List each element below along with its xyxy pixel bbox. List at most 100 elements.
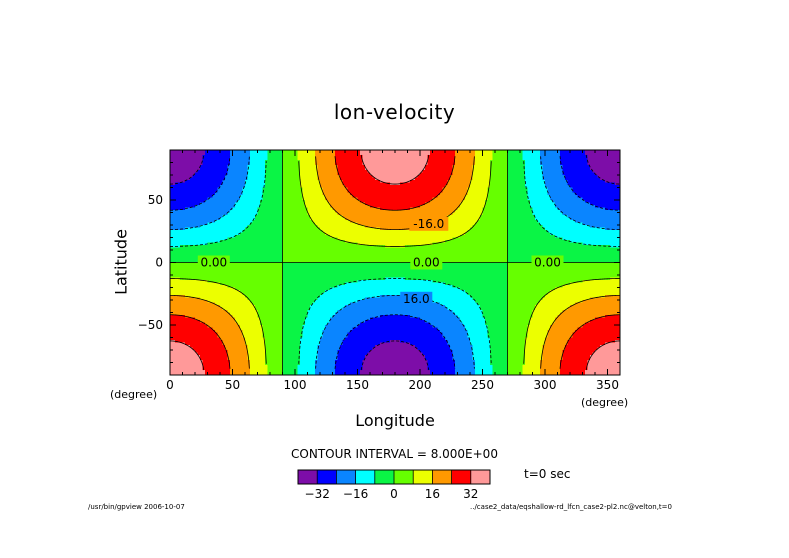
- contour-band-cell: [527, 197, 551, 201]
- contour-band-cell: [320, 185, 346, 189]
- contour-interval-text: CONTOUR INTERVAL = 8.000E+00: [291, 447, 498, 461]
- contour-band-cell: [322, 187, 349, 191]
- contour-band-cell: [542, 345, 566, 349]
- contour-band-cell: [590, 167, 620, 171]
- contour-band-cell: [467, 187, 489, 191]
- contour-band-cell: [170, 222, 209, 226]
- contour-band-cell: [490, 172, 509, 176]
- contour-band-cell: [235, 235, 284, 239]
- contour-band-cell: [582, 197, 620, 201]
- contour-band-cell: [460, 202, 486, 206]
- contour-band-cell: [367, 352, 424, 356]
- contour-band-cell: [335, 210, 456, 214]
- contour-band-cell: [317, 347, 341, 351]
- contour-band-cell: [247, 175, 266, 179]
- contour-band-cell: [170, 170, 199, 174]
- contour-band-cell: [540, 222, 584, 226]
- contour-band-cell: [530, 205, 556, 209]
- contour-band-cell: [425, 165, 454, 169]
- contour-band-cell: [337, 172, 371, 176]
- contour-band-cell: [352, 195, 439, 199]
- contour-band-cell: [315, 157, 336, 161]
- contour-band-cell: [342, 307, 449, 311]
- contour-band-cell: [525, 350, 544, 354]
- contour-band-cell: [545, 185, 571, 189]
- contour-band-cell: [507, 252, 620, 256]
- contour-label-bg: [410, 255, 443, 270]
- contour-band-cell: [475, 362, 491, 366]
- contour-band-cell: [475, 367, 494, 371]
- contour-band-cell: [535, 307, 569, 311]
- contour-band-cell: [310, 217, 346, 221]
- contour-band-cell: [507, 280, 584, 284]
- contour-band-cell: [507, 317, 531, 321]
- contour-band-cell: [532, 210, 561, 214]
- contour-band-cell: [225, 177, 249, 181]
- contour-band-cell: [170, 250, 284, 254]
- contour-band-cell: [442, 332, 469, 336]
- contour-band-cell: [282, 195, 304, 199]
- x-tick-label: 250: [471, 378, 494, 392]
- contour-band-cell: [282, 232, 326, 236]
- contour-band-cell: [242, 330, 264, 334]
- contour-band-cell: [557, 315, 606, 319]
- contour-band-cell: [560, 365, 589, 369]
- contour-band-cell: [282, 197, 304, 201]
- contour-band-cell: [170, 187, 219, 191]
- contour-band-cell: [307, 310, 339, 314]
- contour-band-cell: [452, 352, 474, 356]
- contour-band-cell: [522, 372, 541, 375]
- contour-band-cell: [567, 215, 620, 219]
- contour-band-cell: [265, 340, 284, 344]
- contour-band-cell: [200, 297, 249, 301]
- contour-band-cell: [467, 192, 489, 196]
- contour-band-cell: [207, 325, 241, 329]
- contour-band-cell: [562, 172, 596, 176]
- contour-band-cell: [235, 205, 261, 209]
- contour-band-cell: [170, 340, 176, 344]
- contour-band-cell: [297, 370, 316, 374]
- contour-band-cell: [590, 165, 620, 169]
- contour-band-cell: [230, 152, 251, 156]
- contour-band-cell: [455, 150, 476, 154]
- contour-band-cell: [507, 205, 531, 209]
- contour-band-cell: [320, 337, 346, 341]
- contour-band-cell: [525, 357, 544, 361]
- contour-band-cell: [555, 202, 591, 206]
- contour-band-cell: [375, 177, 416, 181]
- contour-band-cell: [227, 285, 284, 289]
- y-tick-label: 0: [155, 256, 163, 270]
- contour-band-cell: [565, 177, 601, 181]
- contour-band-cell: [335, 157, 364, 161]
- contour-band-cell: [592, 352, 620, 356]
- contour-band-cell: [317, 345, 341, 349]
- contour-band-cell: [335, 360, 364, 364]
- contour-band-cell: [202, 160, 231, 164]
- contour-band-cell: [452, 285, 509, 289]
- contour-band-cell: [170, 177, 191, 181]
- x-tick-label: 0: [166, 378, 174, 392]
- contour-band-cell: [300, 182, 321, 186]
- contour-band-cell: [300, 185, 321, 189]
- contour-band-cell: [282, 255, 509, 259]
- contour-band-cell: [525, 340, 546, 344]
- contour-band-cell: [242, 192, 264, 196]
- contour-band-cell: [577, 327, 620, 331]
- contour-band-cell: [535, 217, 571, 221]
- x-tick-label: 100: [284, 378, 307, 392]
- contour-band-cell: [372, 175, 419, 179]
- contour-band-cell: [587, 160, 620, 164]
- contour-band-cell: [170, 240, 221, 244]
- contour-band-cell: [282, 292, 324, 296]
- contour-band-cell: [247, 347, 266, 351]
- contour-band-cell: [282, 162, 301, 166]
- contour-band-cell: [532, 312, 561, 316]
- contour-band-cell: [472, 172, 491, 176]
- contour-band-cell: [352, 327, 439, 331]
- contour-band-cell: [540, 300, 584, 304]
- contour-band-cell: [297, 150, 316, 154]
- contour-band-cell: [300, 342, 321, 346]
- contour-band-cell: [425, 167, 454, 171]
- contour-band-cell: [455, 367, 476, 371]
- contour-band-cell: [250, 362, 266, 366]
